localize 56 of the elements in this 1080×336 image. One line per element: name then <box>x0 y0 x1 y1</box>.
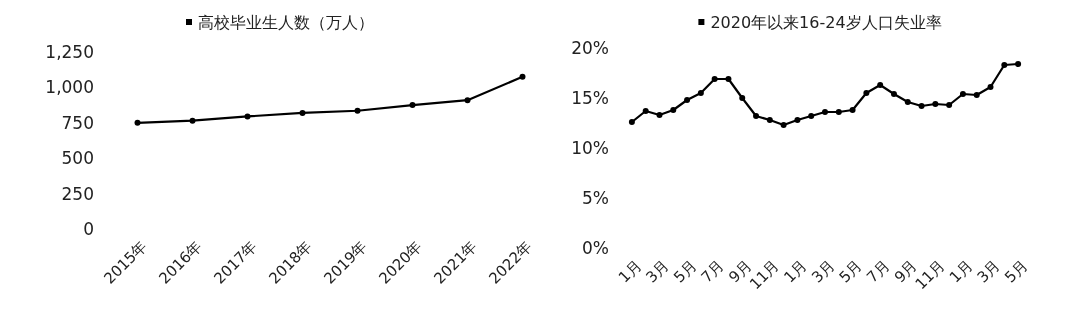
point <box>959 91 966 97</box>
point <box>189 117 196 124</box>
point <box>849 107 856 113</box>
point <box>973 92 980 98</box>
point <box>863 90 870 96</box>
point <box>244 113 251 120</box>
x-tick-label: 7月 <box>863 256 894 287</box>
y-tick-label: 20% <box>571 38 609 58</box>
point <box>711 76 718 82</box>
legend-label: 高校毕业生人数（万人） <box>198 13 374 32</box>
point <box>739 95 746 101</box>
y-tick-label: 1,250 <box>45 42 94 62</box>
y-tick-label: 5% <box>582 188 609 208</box>
point <box>753 113 760 119</box>
point <box>918 103 925 109</box>
y-tick-label: 500 <box>61 148 94 169</box>
point <box>299 109 306 116</box>
x-tick-label: 3月 <box>642 256 673 287</box>
point <box>697 90 704 96</box>
point <box>684 97 691 103</box>
point <box>134 119 141 126</box>
point <box>946 102 953 108</box>
point <box>1001 62 1008 68</box>
point <box>354 107 361 114</box>
x-tick-label: 5月 <box>1001 256 1032 287</box>
point <box>628 119 635 125</box>
y-tick-label: 15% <box>571 88 609 108</box>
y-tick-label: 1,000 <box>45 77 94 98</box>
point <box>890 91 897 97</box>
legend-label: 2020年以来16-24岁人口失业率 <box>710 13 942 32</box>
y-tick-label: 0% <box>582 238 609 258</box>
point <box>835 109 842 115</box>
point <box>794 117 801 123</box>
point <box>656 112 663 118</box>
point <box>725 76 732 82</box>
y-tick-label: 250 <box>61 183 94 204</box>
x-tick-label: 3月 <box>973 256 1004 287</box>
x-tick-label: 1月 <box>945 256 976 287</box>
point <box>766 117 773 123</box>
point <box>780 122 787 128</box>
point <box>904 99 911 105</box>
point <box>987 84 994 90</box>
point <box>464 97 471 104</box>
y-tick-label: 750 <box>61 112 94 133</box>
point <box>519 73 526 80</box>
x-tick-label: 1月 <box>614 256 645 287</box>
point <box>670 107 677 113</box>
point <box>642 108 649 114</box>
point <box>822 109 828 115</box>
point <box>808 113 815 119</box>
point <box>877 82 884 88</box>
point <box>1015 61 1022 67</box>
y-tick-label: 10% <box>571 138 609 158</box>
y-tick-label: 0 <box>83 219 94 239</box>
point <box>932 101 939 107</box>
point <box>409 102 416 109</box>
